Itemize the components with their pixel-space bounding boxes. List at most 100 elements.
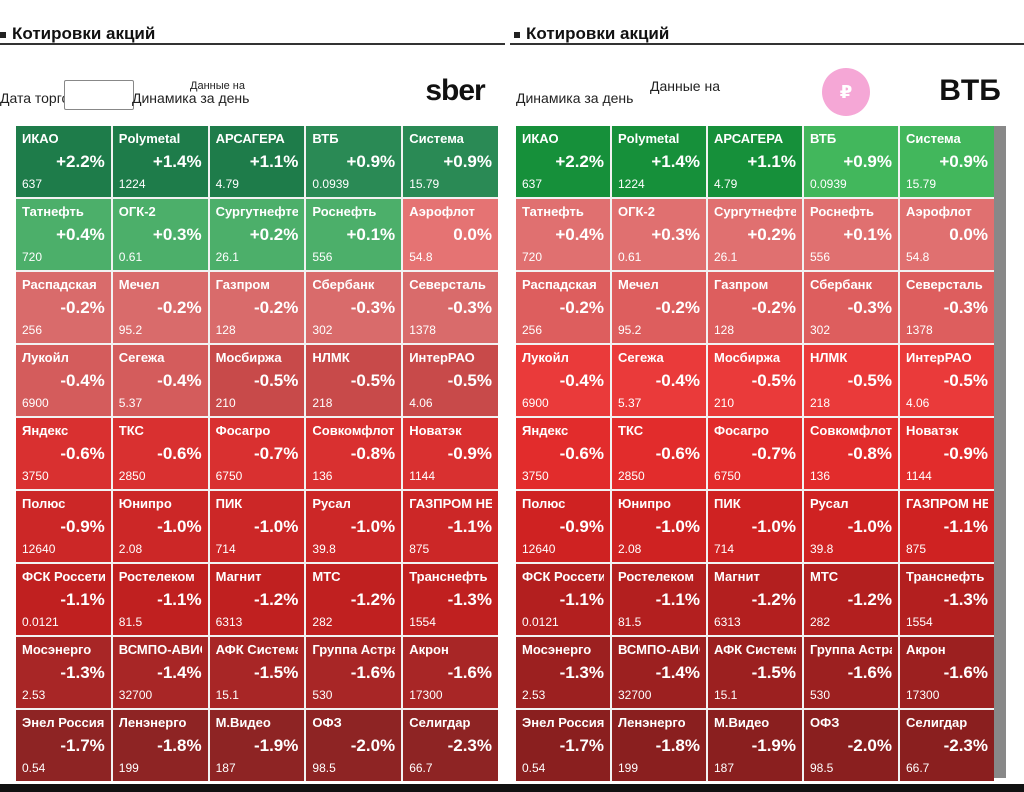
stock-tile[interactable]: ПИК -1.0% 714	[209, 491, 305, 562]
stock-tile[interactable]: МТС -1.2% 282	[804, 564, 898, 635]
stock-tile[interactable]: ФСК Россети -1.1% 0.0121	[16, 564, 111, 635]
stock-tile[interactable]: Транснефть -1.3% 1554	[403, 564, 498, 635]
stock-tile[interactable]: ОГК-2 +0.3% 0.61	[612, 199, 706, 270]
stock-tile[interactable]: ВСМПО-АВИСМА-1.4%32700	[112, 637, 208, 708]
stock-tile[interactable]: Газпром -0.2% 128	[708, 272, 802, 343]
stock-tile[interactable]: Магнит -1.2% 6313	[209, 564, 305, 635]
stock-tile[interactable]: Северсталь -0.3% 1378	[403, 272, 498, 343]
stock-tile[interactable]: ОФЗ -2.0% 98.5	[306, 710, 402, 781]
stock-tile[interactable]: Северсталь -0.3% 1378	[900, 272, 994, 343]
stock-tile[interactable]: Русал -1.0% 39.8	[306, 491, 402, 562]
stock-tile[interactable]: Магнит -1.2% 6313	[708, 564, 802, 635]
stock-tile[interactable]: ИКАО +2.2% 637	[16, 126, 111, 197]
stock-tile[interactable]: Лукойл -0.4% 6900	[516, 345, 610, 416]
stock-tile[interactable]: Мосэнерго -1.3% 2.53	[16, 637, 111, 708]
stock-tile[interactable]: Новатэк -0.9% 1144	[900, 418, 994, 489]
stock-tile[interactable]: Татнефть +0.4% 720	[516, 199, 610, 270]
stock-tile[interactable]: ФСК Россети -1.1% 0.0121	[516, 564, 610, 635]
stock-tile[interactable]: ВТБ +0.9% 0.0939	[306, 126, 402, 197]
stock-tile[interactable]: Polymetal +1.4% 1224	[112, 126, 208, 197]
stock-tile[interactable]: Сургутнефтегаз +0.2% 26.1	[209, 199, 305, 270]
stock-tile[interactable]: Сбербанк -0.3% 302	[306, 272, 402, 343]
stock-tile[interactable]: Селигдар -2.3% 66.7	[403, 710, 498, 781]
stock-tile[interactable]: Энел Россия -1.7% 0.54	[16, 710, 111, 781]
stock-tile[interactable]: Газпром -0.2% 128	[209, 272, 305, 343]
stock-tile[interactable]: Мосбиржа -0.5% 210	[708, 345, 802, 416]
stock-tile[interactable]: Фосагро -0.7% 6750	[209, 418, 305, 489]
updated-label-text: Данные на	[190, 80, 245, 92]
stock-tile[interactable]: Роснефть +0.1% 556	[306, 199, 402, 270]
stock-tile[interactable]: Совкомфлот -0.8% 136	[804, 418, 898, 489]
stock-tile[interactable]: Совкомфлот -0.8% 136	[306, 418, 402, 489]
stock-tile[interactable]: ГАЗПРОМ НЕФТЬ -1.1% 875	[403, 491, 498, 562]
stock-tile[interactable]: Распадская -0.2% 256	[516, 272, 610, 343]
stock-tile[interactable]: Группа Астра -1.6% 530	[804, 637, 898, 708]
stock-tile[interactable]: ВТБ +0.9% 0.0939	[804, 126, 898, 197]
stock-tile[interactable]: Акрон -1.6% 17300	[403, 637, 498, 708]
stock-ticker: МТС	[312, 569, 341, 584]
stock-tile[interactable]: Фосагро -0.7% 6750	[708, 418, 802, 489]
stock-tile[interactable]: М.Видео -1.9% 187	[708, 710, 802, 781]
stock-tile[interactable]: Мечел -0.2% 95.2	[112, 272, 208, 343]
stock-tile[interactable]: Ленэнерго -1.8% 199	[112, 710, 208, 781]
stock-tile[interactable]: АРСАГЕРА +1.1% 4.79	[708, 126, 802, 197]
stock-tile[interactable]: Ростелеком -1.1% 81.5	[612, 564, 706, 635]
stock-tile[interactable]: Мечел -0.2% 95.2	[612, 272, 706, 343]
stock-tile[interactable]: Сургутнефтегаз +0.2% 26.1	[708, 199, 802, 270]
stock-tile[interactable]: Юнипро -1.0% 2.08	[612, 491, 706, 562]
stock-tile[interactable]: ВСМПО-АВИСМА-1.4%32700	[612, 637, 706, 708]
stock-tile[interactable]: Система +0.9% 15.79	[900, 126, 994, 197]
stock-tile[interactable]: ИнтерРАО -0.5% 4.06	[900, 345, 994, 416]
stock-tile[interactable]: Акрон -1.6% 17300	[900, 637, 994, 708]
stock-tile[interactable]: НЛМК -0.5% 218	[804, 345, 898, 416]
stock-tile[interactable]: ОГК-2 +0.3% 0.61	[112, 199, 208, 270]
stock-tile[interactable]: Татнефть +0.4% 720	[16, 199, 111, 270]
stock-tile[interactable]: Полюс -0.9% 12640	[516, 491, 610, 562]
stock-tile[interactable]: Аэрофлот 0.0% 54.8	[900, 199, 994, 270]
stock-ticker: НЛМК	[810, 350, 848, 365]
stock-price: 302	[810, 323, 831, 337]
date-input[interactable]	[64, 80, 134, 110]
stock-change: -1.3%	[447, 590, 492, 609]
stock-tile[interactable]: Полюс -0.9% 12640	[16, 491, 111, 562]
stock-tile[interactable]: Сегежа -0.4% 5.37	[112, 345, 208, 416]
stock-tile[interactable]: ТКС -0.6% 2850	[112, 418, 208, 489]
stock-tile[interactable]: Ростелеком -1.1% 81.5	[112, 564, 208, 635]
stock-tile[interactable]: Новатэк -0.9% 1144	[403, 418, 498, 489]
stock-tile[interactable]: Яндекс -0.6% 3750	[516, 418, 610, 489]
stock-tile[interactable]: АФК Система -1.5% 15.1	[708, 637, 802, 708]
stock-tile[interactable]: Система +0.9% 15.79	[403, 126, 498, 197]
stock-tile[interactable]: НЛМК -0.5% 218	[306, 345, 402, 416]
stock-tile[interactable]: Лукойл -0.4% 6900	[16, 345, 111, 416]
vertical-scrollbar[interactable]	[994, 126, 1006, 778]
stock-tile[interactable]: М.Видео -1.9% 187	[209, 710, 305, 781]
stock-tile[interactable]: ОФЗ -2.0% 98.5	[804, 710, 898, 781]
stock-tile[interactable]: ГАЗПРОМ НЕФТЬ -1.1% 875	[900, 491, 994, 562]
stock-tile[interactable]: Аэрофлот 0.0% 54.8	[403, 199, 498, 270]
stock-tile[interactable]: Транснефть -1.3% 1554	[900, 564, 994, 635]
stock-tile[interactable]: ТКС -0.6% 2850	[612, 418, 706, 489]
stock-tile[interactable]: Русал -1.0% 39.8	[804, 491, 898, 562]
stock-tile[interactable]: Селигдар -2.3% 66.7	[900, 710, 994, 781]
stock-tile[interactable]: ПИК -1.0% 714	[708, 491, 802, 562]
stock-tile[interactable]: Группа Астра -1.6% 530	[306, 637, 402, 708]
stock-tile[interactable]: Polymetal +1.4% 1224	[612, 126, 706, 197]
stock-tile[interactable]: Мосэнерго -1.3% 2.53	[516, 637, 610, 708]
stock-tile[interactable]: МТС -1.2% 282	[306, 564, 402, 635]
stock-tile[interactable]: ИнтерРАО -0.5% 4.06	[403, 345, 498, 416]
stock-tile[interactable]: АРСАГЕРА +1.1% 4.79	[209, 126, 305, 197]
stock-tile[interactable]: Юнипро -1.0% 2.08	[112, 491, 208, 562]
stock-tile[interactable]: Яндекс -0.6% 3750	[16, 418, 111, 489]
stock-tile[interactable]: АФК Система -1.5% 15.1	[209, 637, 305, 708]
stock-tile[interactable]: Роснефть +0.1% 556	[804, 199, 898, 270]
stock-tile[interactable]: ИКАО +2.2% 637	[516, 126, 610, 197]
stock-tile[interactable]: Мосбиржа -0.5% 210	[209, 345, 305, 416]
stock-tile[interactable]: Сбербанк -0.3% 302	[804, 272, 898, 343]
stock-change: +1.4%	[651, 152, 700, 171]
stock-tile[interactable]: Энел Россия -1.7% 0.54	[516, 710, 610, 781]
stock-change: +0.9%	[939, 152, 988, 171]
stock-tile[interactable]: Сегежа -0.4% 5.37	[612, 345, 706, 416]
stock-tile[interactable]: Ленэнерго -1.8% 199	[612, 710, 706, 781]
stock-price: 720	[22, 250, 43, 264]
stock-tile[interactable]: Распадская -0.2% 256	[16, 272, 111, 343]
